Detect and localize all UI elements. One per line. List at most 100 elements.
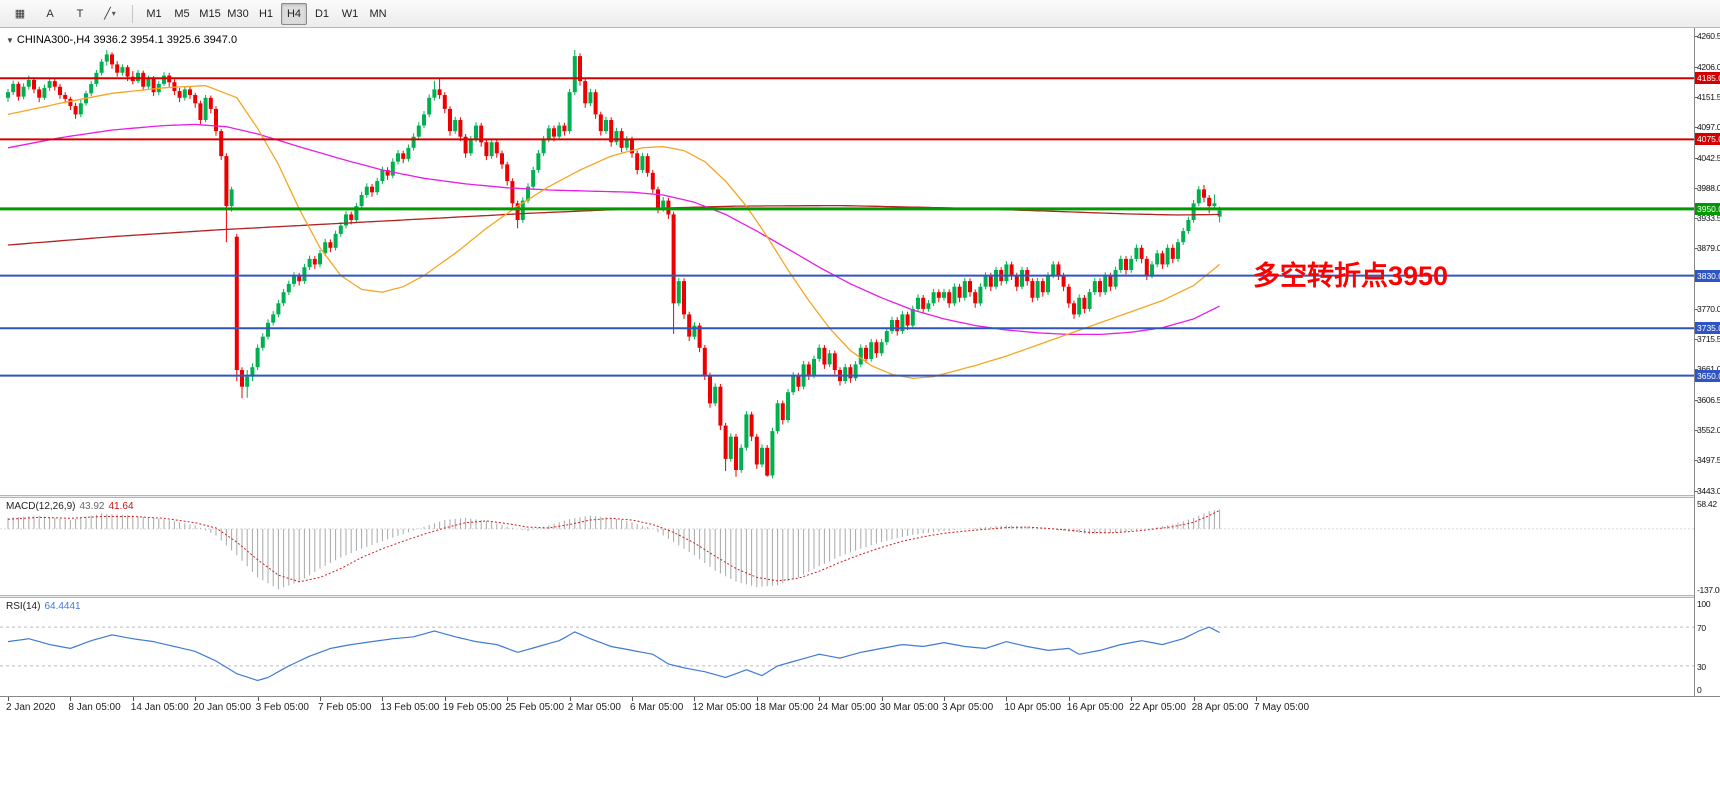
time-axis-tick xyxy=(195,697,197,701)
price-axis-label: 3770.0 xyxy=(1697,303,1720,314)
price-axis-tick xyxy=(1695,460,1698,462)
time-axis-tick xyxy=(694,697,696,701)
time-axis-label: 3 Apr 05:00 xyxy=(942,702,994,713)
macd-signal-value: 41.64 xyxy=(108,501,134,512)
time-axis-tick xyxy=(257,697,259,701)
timeframe-h4[interactable]: H4 xyxy=(281,2,307,25)
candlesticks xyxy=(6,50,1222,479)
timeframe-d1[interactable]: D1 xyxy=(314,7,330,20)
candlestick-chart[interactable] xyxy=(0,30,1694,495)
time-axis-tick xyxy=(444,697,446,701)
price-line-badge: 3735.0 xyxy=(1695,322,1720,335)
dropdown-arrow-icon: ▾ xyxy=(111,9,116,18)
rsi-axis-label: 70 xyxy=(1697,623,1706,634)
toolbar-left-buttons: ▦ A T ╱ ▾ xyxy=(5,3,125,25)
toolbar-separator xyxy=(132,4,133,23)
insert-arrow-button[interactable]: A xyxy=(46,7,54,20)
drawing-tools-button[interactable]: ╱ ▾ xyxy=(104,8,116,20)
time-axis-label: 20 Jan 05:00 xyxy=(193,702,252,713)
time-axis-tick xyxy=(507,697,509,701)
price-line-badge: 3950.0 xyxy=(1695,202,1720,215)
timeframe-m5[interactable]: M5 xyxy=(174,7,190,20)
price-axis-label: 4260.5 xyxy=(1697,31,1720,42)
panel-divider[interactable] xyxy=(0,495,1720,498)
timeframe-w1[interactable]: W1 xyxy=(341,7,359,20)
price-axis-tick xyxy=(1695,36,1698,38)
time-axis-tick xyxy=(132,697,134,701)
chart-window[interactable]: ▼ CHINA300-,H4 3936.2 3954.1 3925.6 3947.… xyxy=(0,28,1720,793)
price-axis-tick xyxy=(1695,490,1698,492)
insert-text-button[interactable]: T xyxy=(76,7,84,20)
time-axis-tick xyxy=(1131,697,1133,701)
time-axis-tick xyxy=(1193,697,1195,701)
time-axis-label: 7 May 05:00 xyxy=(1254,702,1310,713)
time-axis-label: 7 Feb 05:00 xyxy=(318,702,372,713)
macd-histogram xyxy=(7,509,1221,590)
time-axis-tick xyxy=(881,697,883,701)
price-axis-tick xyxy=(1695,187,1698,189)
timeframe-m1[interactable]: M1 xyxy=(146,7,162,20)
timeframe-m30[interactable]: M30 xyxy=(227,7,249,20)
price-axis-tick xyxy=(1695,96,1698,98)
chart-title: ▼ CHINA300-,H4 3936.2 3954.1 3925.6 3947.… xyxy=(6,34,237,46)
time-axis-label: 2 Jan 2020 xyxy=(6,702,56,713)
macd-chart[interactable] xyxy=(0,498,1694,595)
price-line-badge: 4185.0 xyxy=(1695,72,1720,85)
time-axis-label: 19 Feb 05:00 xyxy=(442,702,502,713)
time-axis-tick xyxy=(1006,697,1008,701)
rsi-label: RSI(14) 64.4441 xyxy=(6,601,81,612)
time-axis-label: 25 Feb 05:00 xyxy=(505,702,565,713)
ma-medium-magenta-line xyxy=(7,123,1220,336)
time-axis-tick xyxy=(632,697,633,701)
time-axis-label: 24 Mar 05:00 xyxy=(817,702,877,713)
ohlc-values: 3936.2 3954.1 3925.6 3947.0 xyxy=(93,34,238,46)
price-axis-tick xyxy=(1695,308,1698,310)
timeframe-m15[interactable]: M15 xyxy=(199,7,221,20)
price-axis-tick xyxy=(1695,66,1698,68)
timeframe-h1[interactable]: H1 xyxy=(258,7,274,20)
ma-fast-orange-line xyxy=(7,84,1221,379)
price-axis-label: 3497.5 xyxy=(1697,455,1720,466)
price-axis-tick xyxy=(1695,430,1698,431)
time-axis-tick xyxy=(1256,697,1257,701)
price-axis[interactable]: 4260.5 4206.0 4151.5 4097.0 4042.5 3988.0 3933… xyxy=(1694,28,1720,696)
rsi-chart[interactable] xyxy=(0,598,1694,695)
price-axis-tick xyxy=(1695,399,1698,401)
price-chart-panel[interactable]: ▼ CHINA300-,H4 3936.2 3954.1 3925.6 3947.… xyxy=(0,30,1694,495)
rsi-panel[interactable]: RSI(14) 64.4441 xyxy=(0,598,1694,695)
price-line-badge: 3650.0 xyxy=(1695,369,1720,382)
time-axis-tick xyxy=(569,697,571,701)
time-axis-label: 3 Feb 05:00 xyxy=(255,702,309,713)
price-axis-label: 4097.0 xyxy=(1697,122,1720,133)
timeframe-mn[interactable]: MN xyxy=(369,7,387,20)
time-axis[interactable]: 2 Jan 2020 8 Jan 05:00 14 Jan 05:00 20 Jan … xyxy=(0,696,1720,723)
time-axis-label: 28 Apr 05:00 xyxy=(1191,702,1249,713)
macd-panel[interactable]: MACD(12,26,9) 43.92 41.64 xyxy=(0,498,1694,595)
price-axis-label: 3715.5 xyxy=(1697,334,1720,345)
windows-tile-button[interactable]: ▦ xyxy=(14,8,26,20)
price-axis-tick xyxy=(1695,218,1698,220)
time-axis-tick xyxy=(70,697,72,701)
macd-axis-label: 58.42 xyxy=(1697,499,1717,510)
rsi-axis-label: 30 xyxy=(1697,661,1706,672)
timeframe-buttons: M1 M5 M15 M30 H1 H4 D1 W1 MN xyxy=(140,2,392,25)
price-line-badge: 4075.0 xyxy=(1695,133,1720,146)
price-axis-tick xyxy=(1695,127,1698,129)
time-axis-label: 6 Mar 05:00 xyxy=(630,702,684,713)
time-axis-tick xyxy=(819,697,821,701)
time-axis-label: 18 Mar 05:00 xyxy=(754,702,814,713)
price-axis-tick xyxy=(1695,339,1698,341)
macd-axis-label: -137.05 xyxy=(1697,585,1720,596)
time-axis-label: 22 Apr 05:00 xyxy=(1129,702,1186,713)
chart-collapse-icon[interactable]: ▼ xyxy=(6,36,14,45)
macd-label: MACD(12,26,9) 43.92 41.64 xyxy=(6,501,134,512)
panel-divider[interactable] xyxy=(0,595,1720,598)
time-axis-label: 30 Mar 05:00 xyxy=(879,702,939,713)
time-axis-tick xyxy=(320,697,321,701)
rsi-axis-label: 100 xyxy=(1697,599,1711,609)
time-axis-label: 12 Mar 05:00 xyxy=(692,702,752,713)
price-line-badge: 3830.0 xyxy=(1695,269,1720,282)
price-axis-label: 4206.0 xyxy=(1697,61,1720,72)
time-axis-label: 8 Jan 05:00 xyxy=(68,702,121,713)
